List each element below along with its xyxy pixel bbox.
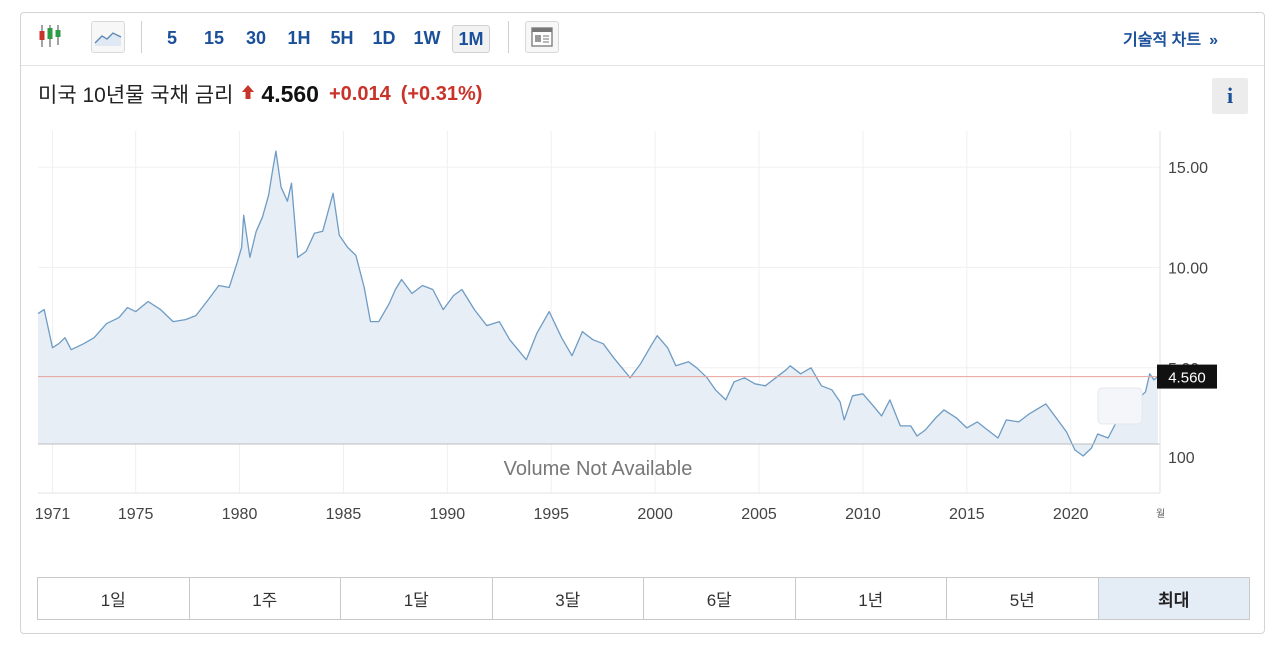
current-price-label: 4.560	[1168, 370, 1206, 387]
y-tick-label: 15.00	[1168, 160, 1208, 177]
range-selector: 1일 1주 1달 3달 6달 1년 5년 최대	[37, 577, 1250, 620]
volume-not-available: Volume Not Available	[504, 458, 693, 480]
range-1w[interactable]: 1주	[190, 578, 341, 619]
chart-toolbar: 5 15 30 1H 5H 1D 1W 1M 기술적 차트 »	[21, 13, 1264, 66]
info-button[interactable]: i	[1212, 78, 1248, 114]
price-change: +0.014	[328, 82, 391, 105]
x-tick-label: 2005	[741, 506, 777, 523]
range-6mo[interactable]: 6달	[644, 578, 796, 619]
arrow-up-icon	[241, 84, 255, 105]
price-change-percent: (+0.31%)	[400, 82, 483, 105]
technical-chart-label: 기술적 차트	[1123, 32, 1202, 49]
timeframe-1h[interactable]: 1H	[287, 28, 311, 48]
timeframe-1w[interactable]: 1W	[413, 28, 441, 48]
timeframe-15[interactable]: 15	[203, 28, 225, 48]
x-tick-label: 2000	[637, 506, 673, 523]
last-price: 4.560	[261, 80, 319, 107]
quote-header: 미국 10년물 국채 금리 4.560 +0.014 (+0.31%)	[38, 79, 482, 109]
x-edge-label: 월	[1156, 508, 1165, 520]
x-tick-label: 1985	[326, 506, 362, 523]
x-tick-label: 1980	[222, 506, 258, 523]
x-tick-label: 2020	[1053, 506, 1089, 523]
timeframe-5[interactable]: 5	[166, 28, 177, 48]
x-tick-label: 1990	[430, 506, 466, 523]
range-5y[interactable]: 5년	[947, 578, 1099, 619]
range-1d[interactable]: 1일	[38, 578, 190, 619]
toolbar-divider	[141, 21, 142, 53]
timeframe-1d[interactable]: 1D	[372, 28, 396, 48]
candlestick-chart-icon[interactable]	[35, 21, 65, 51]
tooltip-placeholder	[1097, 387, 1143, 425]
range-max[interactable]: 최대	[1098, 578, 1249, 619]
instrument-name: 미국 10년물 국채 금리	[38, 84, 234, 107]
double-chevron-right-icon: »	[1209, 32, 1218, 49]
timeframe-30[interactable]: 30	[245, 28, 267, 48]
price-chart[interactable]: Investing.comVolume Not Available10015.0…	[21, 13, 1266, 573]
chart-widget: 5 15 30 1H 5H 1D 1W 1M 기술적 차트 » 미국 10년물 국…	[20, 12, 1265, 634]
x-tick-label: 1995	[533, 506, 569, 523]
series-line	[37, 150, 1159, 457]
area-chart-icon[interactable]	[91, 21, 125, 53]
y-tick-label: 10.00	[1168, 260, 1208, 277]
news-layout-icon[interactable]	[525, 21, 559, 53]
timeframe-5h[interactable]: 5H	[330, 28, 354, 48]
series-area	[38, 151, 1158, 456]
range-3mo[interactable]: 3달	[493, 578, 644, 619]
volume-axis-label: 100	[1168, 450, 1195, 467]
x-tick-label: 2015	[949, 506, 985, 523]
current-price-badge	[1157, 364, 1217, 389]
range-1mo[interactable]: 1달	[341, 578, 493, 619]
toolbar-divider	[508, 21, 509, 53]
technical-chart-link[interactable]: 기술적 차트 »	[1123, 26, 1218, 50]
x-tick-label: 1971	[35, 506, 71, 523]
x-tick-label: 2010	[845, 506, 881, 523]
range-1y[interactable]: 1년	[796, 578, 947, 619]
x-tick-label: 1975	[118, 506, 154, 523]
timeframe-1m[interactable]: 1M	[452, 25, 490, 53]
